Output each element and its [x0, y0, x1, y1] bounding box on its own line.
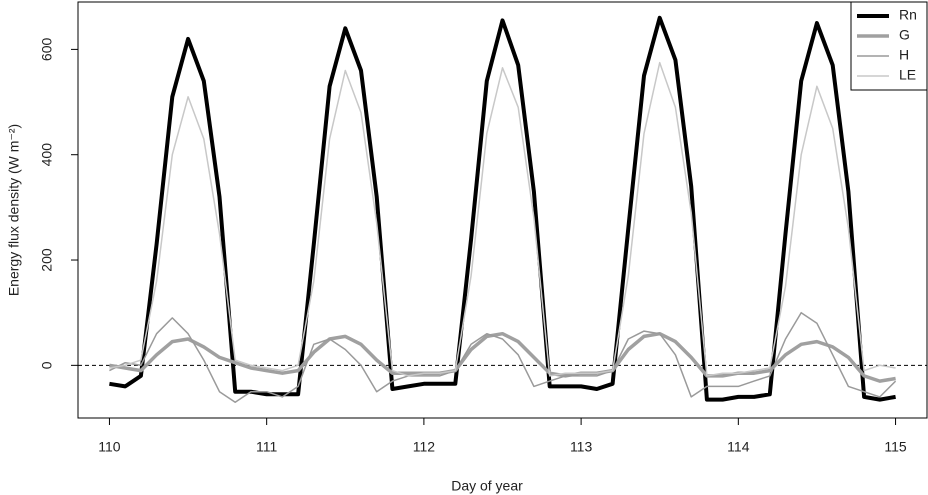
x-tick-label: 113: [570, 439, 593, 455]
y-tick-label: 200: [39, 248, 55, 272]
series-line: [109, 61, 896, 377]
x-tick-label: 112: [413, 439, 436, 455]
plot-frame: [77, 1, 928, 419]
series-line: [109, 331, 896, 383]
y-axis-label: Energy flux density (W m⁻²): [6, 124, 22, 296]
series-line: [109, 15, 896, 402]
legend-label: H: [899, 47, 909, 63]
series-line: [109, 311, 897, 403]
x-axis-label: Day of year: [451, 478, 523, 494]
x-tick-label: 114: [727, 439, 750, 455]
y-tick-label: 600: [39, 37, 55, 61]
legend-label: G: [899, 27, 910, 43]
x-tick-label: 110: [98, 439, 121, 455]
y-tick-label: 0: [39, 361, 55, 369]
y-tick-label: 400: [39, 143, 55, 167]
x-tick-label: 111: [256, 439, 277, 455]
x-tick-label: 115: [884, 439, 907, 455]
legend-label: LE: [899, 67, 916, 83]
legend-label: Rn: [899, 7, 917, 23]
